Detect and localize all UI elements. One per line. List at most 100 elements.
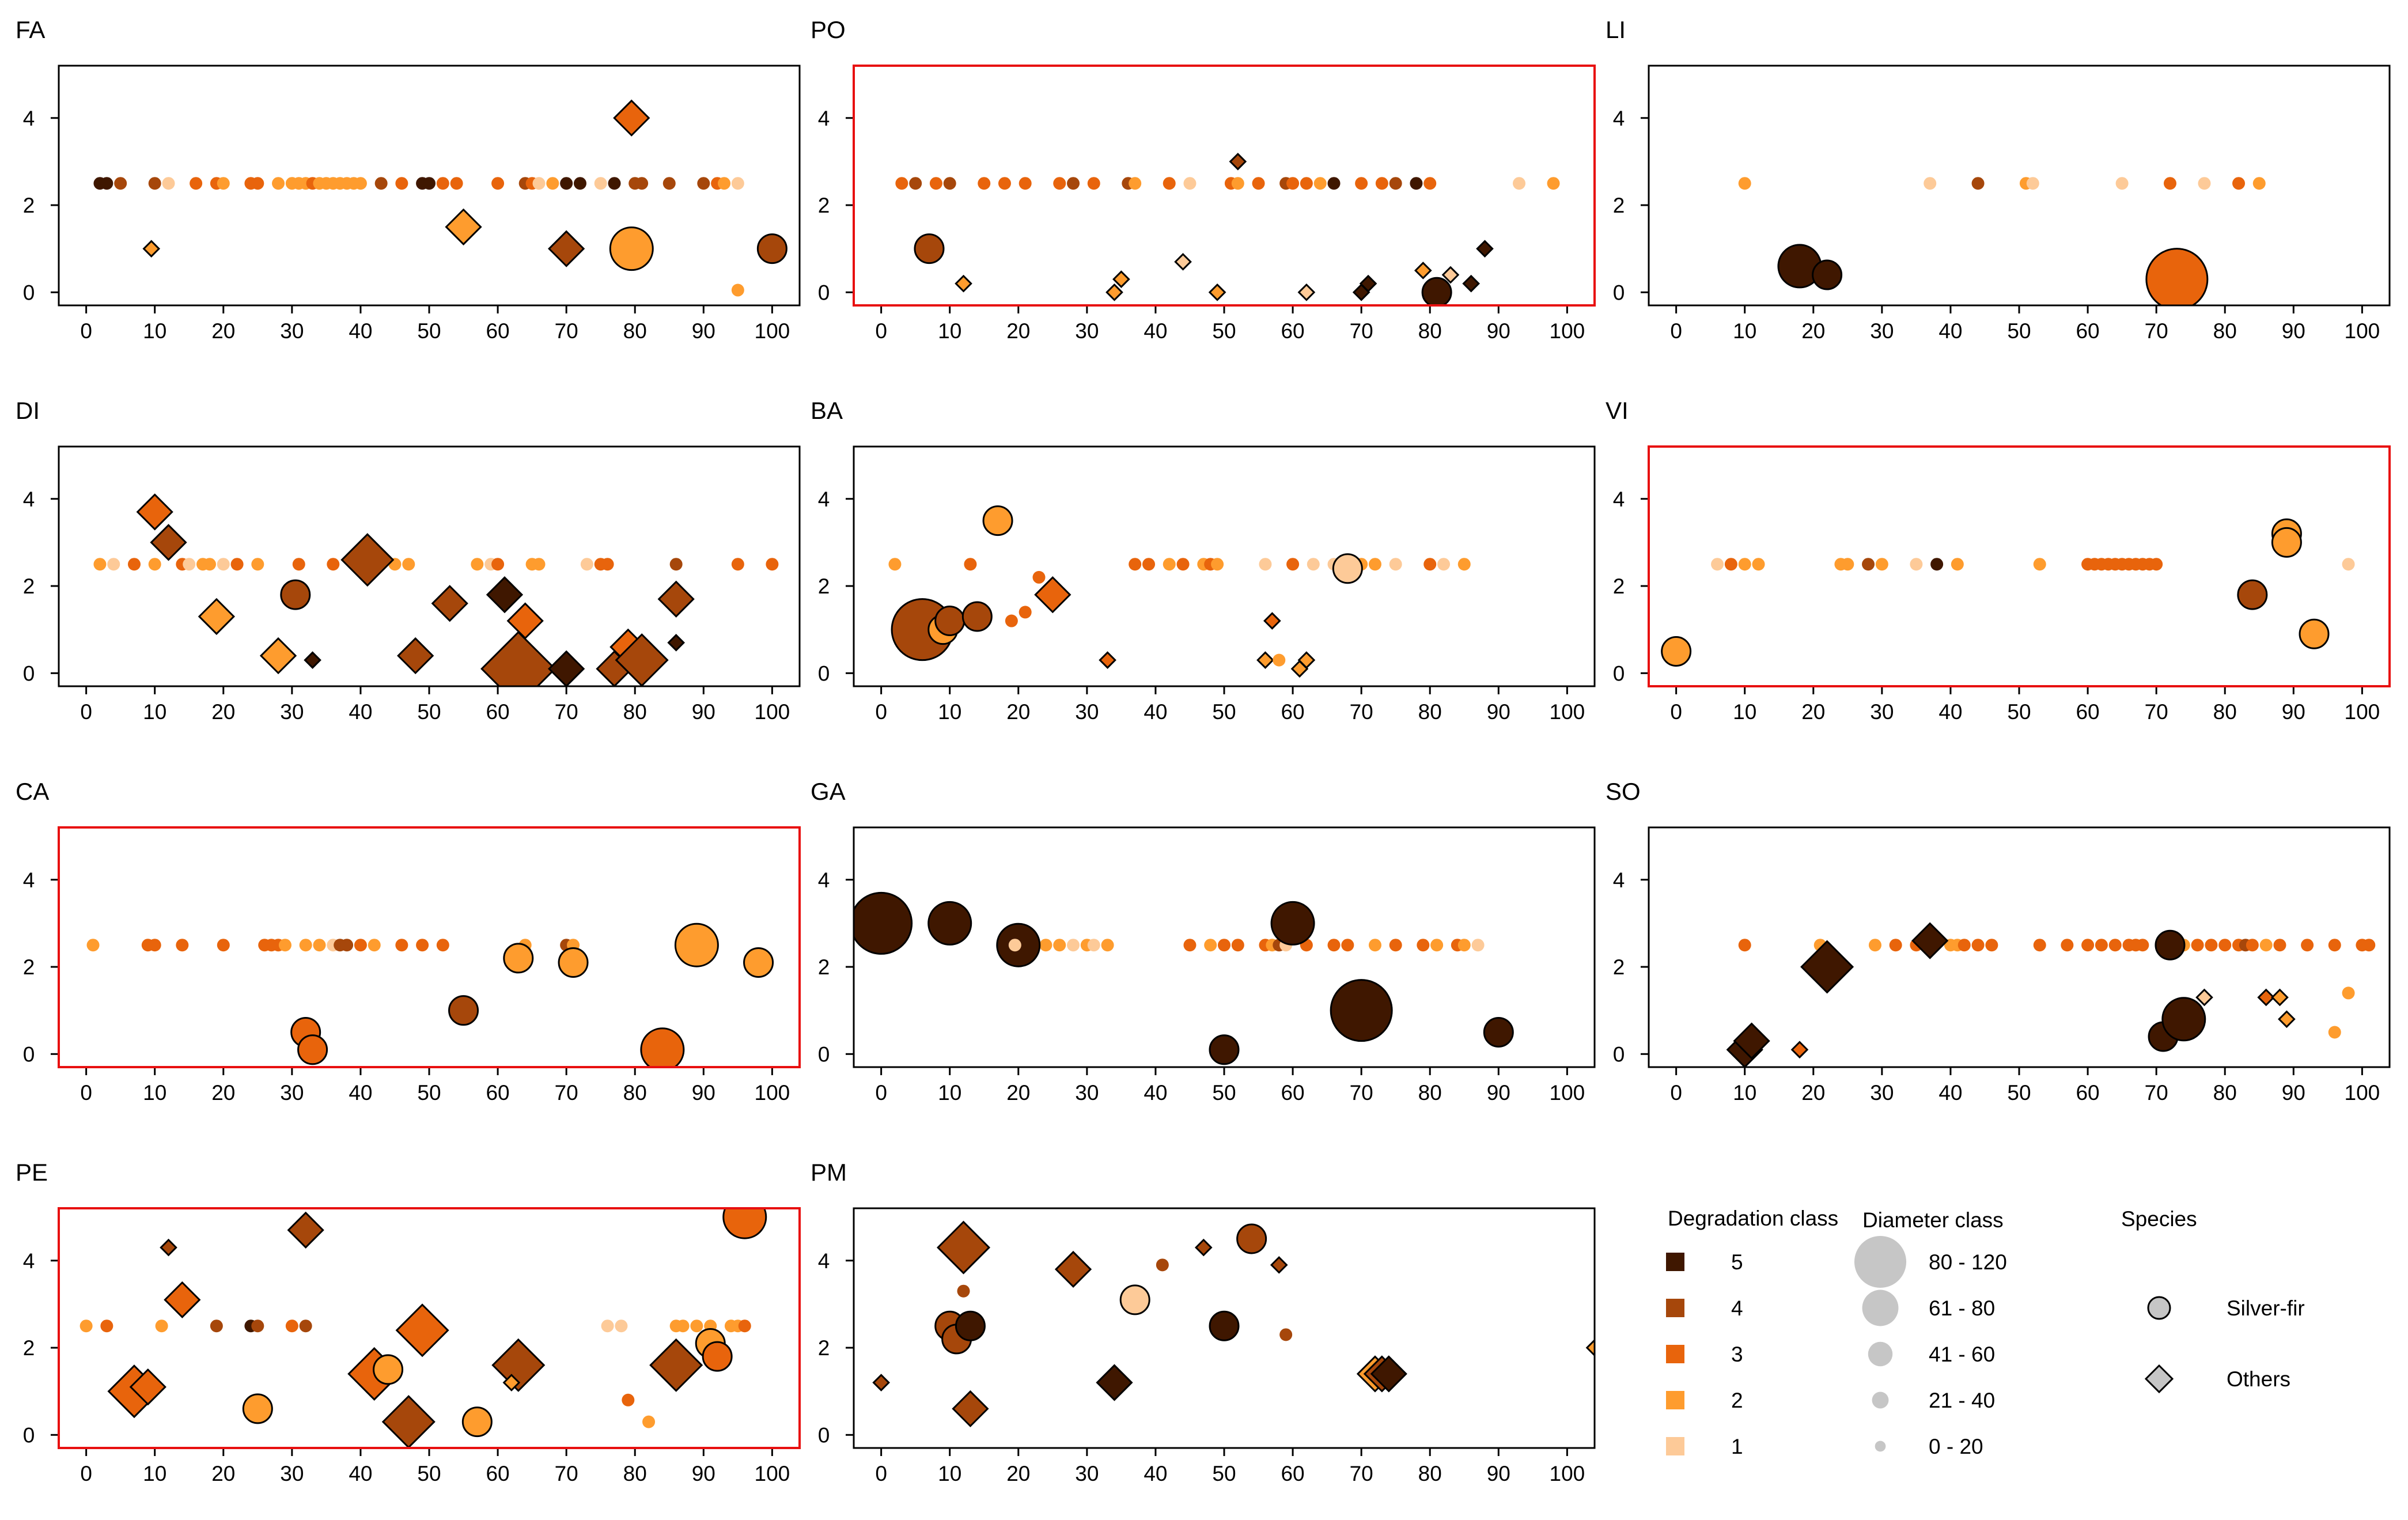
data-point-silver-fir (251, 177, 264, 190)
y-tick-label: 4 (1613, 107, 1625, 130)
data-point-other (160, 1238, 177, 1257)
data-point-silver-fir (914, 233, 945, 264)
data-point-silver-fir (1437, 558, 1451, 571)
data-point-silver-fir (217, 939, 230, 952)
species-swatch-circle (2147, 1296, 2171, 1320)
data-point-other (1476, 240, 1494, 258)
data-point-silver-fir (2259, 939, 2273, 952)
data-point-silver-fir (1209, 1034, 1240, 1065)
data-point-silver-fir (1862, 558, 1875, 571)
data-point-silver-fir (2150, 558, 2163, 571)
data-point-silver-fir (2271, 527, 2302, 558)
x-tick-label: 90 (1487, 1462, 1510, 1485)
data-point-silver-fir (450, 177, 463, 190)
x-tick-label: 20 (1801, 1081, 1825, 1105)
x-tick-label: 90 (692, 319, 715, 343)
data-point-silver-fir (100, 177, 113, 190)
data-point-silver-fir (1738, 177, 1751, 190)
points (93, 493, 779, 686)
x-tick-label: 10 (143, 1462, 166, 1485)
diameter-label: 80 - 120 (1929, 1250, 2007, 1274)
data-point-silver-fir (2301, 939, 2314, 952)
data-point-silver-fir (964, 558, 977, 571)
y-tick-label: 0 (818, 1423, 830, 1447)
x-tick-label: 30 (1075, 700, 1099, 724)
data-point-other (1105, 283, 1123, 301)
data-point-silver-fir (1483, 1016, 1514, 1048)
y-tick-label: 4 (1613, 868, 1625, 892)
y-tick-label: 2 (818, 194, 830, 217)
x-tick-label: 60 (486, 319, 509, 343)
data-point-silver-fir (1875, 558, 1888, 571)
data-point-silver-fir (934, 606, 966, 637)
y-tick-label: 4 (818, 487, 830, 511)
plot-frame (58, 445, 801, 687)
x-tick-label: 60 (1281, 1081, 1304, 1105)
data-point-silver-fir (1724, 558, 1737, 571)
data-point-other (304, 651, 321, 669)
x-tick-label: 0 (80, 1081, 92, 1105)
data-point-other (2278, 1010, 2296, 1029)
data-point-silver-fir (1087, 939, 1100, 952)
data-point-silver-fir (1039, 939, 1052, 952)
data-point-silver-fir (148, 939, 161, 952)
data-point-silver-fir (1752, 558, 1765, 571)
y-tick-label: 2 (23, 574, 35, 598)
y-tick-label: 0 (818, 281, 830, 304)
data-point-other (259, 637, 297, 675)
x-tick-label: 50 (1212, 319, 1236, 343)
plot-frame (853, 1207, 1596, 1449)
x-tick-label: 70 (2145, 1081, 2168, 1105)
x-tick-label: 60 (2076, 700, 2099, 724)
panel-fa: FA 0 10 20 30 40 50 60 70 80 90 100 0 2 4 (16, 16, 801, 343)
data-point-silver-fir (1930, 558, 1944, 571)
data-point-silver-fir (640, 1027, 685, 1067)
data-point-silver-fir (1471, 939, 1485, 952)
data-point-silver-fir (943, 177, 956, 190)
data-point-silver-fir (955, 1310, 986, 1341)
data-point-silver-fir (2273, 939, 2286, 952)
data-point-silver-fir (278, 939, 291, 952)
x-tick-label: 20 (211, 1081, 235, 1105)
data-point-silver-fir (1142, 558, 1156, 571)
x-tick-label: 20 (1801, 700, 1825, 724)
x-tick-label: 70 (1350, 1081, 1373, 1105)
data-point-silver-fir (1327, 177, 1341, 190)
data-point-silver-fir (594, 177, 607, 190)
data-point-silver-fir (1341, 939, 1354, 952)
data-point-silver-fir (731, 177, 744, 190)
y-tick-label: 0 (23, 1423, 35, 1447)
data-point-silver-fir (1279, 1328, 1293, 1341)
data-point-silver-fir (1183, 177, 1197, 190)
data-point-silver-fir (1457, 939, 1471, 952)
x-tick-label: 20 (211, 1462, 235, 1485)
data-point-silver-fir (2115, 177, 2129, 190)
legend-diameter-title: Diameter class (1862, 1208, 2004, 1232)
x-tick-label: 20 (1006, 1081, 1030, 1105)
data-point-other (657, 580, 695, 618)
data-point-silver-fir (1101, 939, 1114, 952)
data-point-silver-fir (1231, 939, 1244, 952)
data-point-silver-fir (1183, 939, 1197, 952)
data-point-silver-fir (251, 1319, 264, 1333)
data-point-silver-fir (1032, 570, 1046, 584)
x-tick-label: 40 (1938, 1081, 1962, 1105)
x-tick-label: 0 (875, 1081, 887, 1105)
data-point-silver-fir (491, 177, 505, 190)
points (888, 505, 1471, 678)
y-tick-label: 4 (818, 1249, 830, 1273)
data-point-other (1462, 274, 1480, 293)
diameter-swatch (1872, 1392, 1889, 1409)
data-point-silver-fir (927, 901, 972, 946)
x-tick-label: 10 (143, 1081, 166, 1105)
data-point-silver-fir (1129, 558, 1142, 571)
data-point-silver-fir (642, 1415, 656, 1428)
x-tick-label: 10 (938, 319, 961, 343)
data-point-silver-fir (1019, 606, 1032, 619)
x-tick-label: 50 (417, 1081, 441, 1105)
x-tick-label: 20 (1006, 1462, 1030, 1485)
x-tick-label: 90 (1487, 700, 1510, 724)
x-tick-label: 70 (555, 1081, 578, 1105)
plot-frame (58, 826, 801, 1068)
data-point-silver-fir (2232, 177, 2246, 190)
